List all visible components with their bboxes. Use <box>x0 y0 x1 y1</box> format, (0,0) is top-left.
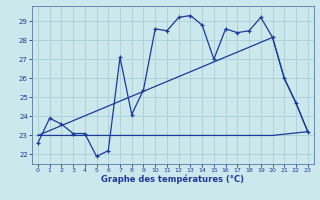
X-axis label: Graphe des températures (°C): Graphe des températures (°C) <box>101 175 244 184</box>
